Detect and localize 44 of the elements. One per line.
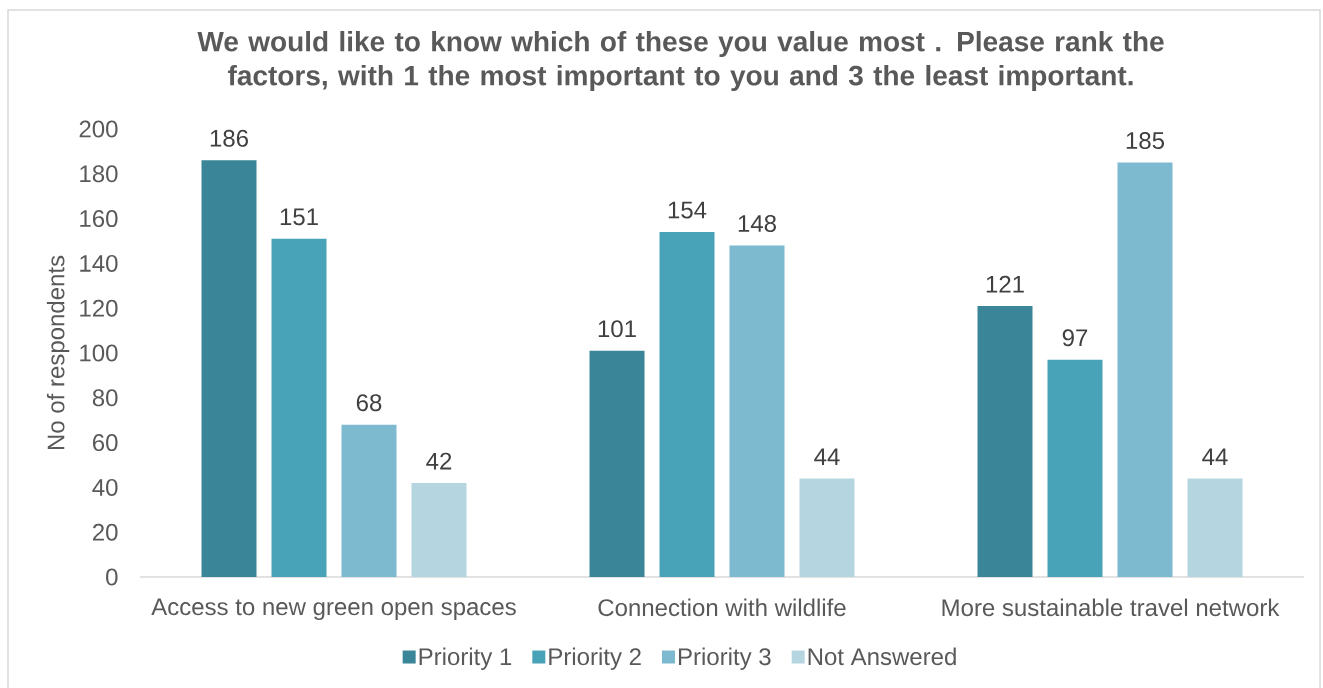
bar (411, 482, 467, 577)
data-label: 148 (738, 214, 776, 232)
legend-label: Priority 3 (678, 647, 771, 670)
data-label: 151 (280, 208, 318, 226)
data-label: 101 (598, 320, 636, 338)
data-label: 44 (1202, 448, 1228, 465)
y-axis-title: No of respondents (46, 255, 70, 450)
bar (1117, 162, 1173, 577)
x-tick-label: Connection with wildlife (598, 598, 846, 617)
bar (341, 424, 397, 577)
data-label: 42 (426, 452, 452, 470)
data-label: 121 (986, 275, 1024, 293)
x-tick-label: More sustainable travel network (942, 598, 1280, 617)
bar (977, 305, 1033, 577)
legend-label: Priority 1 (419, 647, 512, 670)
data-label: 186 (210, 129, 248, 147)
y-tick-label: 20 (92, 523, 118, 541)
legend-label: Not Answered (808, 647, 956, 666)
y-tick-label: 140 (80, 254, 118, 272)
y-tick-label: 180 (80, 165, 118, 183)
bar (799, 478, 855, 577)
y-tick-label: 160 (80, 210, 118, 228)
bar (1187, 478, 1243, 577)
y-tick-label: 0 (106, 568, 118, 586)
bar (1047, 359, 1103, 577)
bar (589, 350, 645, 577)
bar (201, 160, 257, 577)
y-tick-label: 80 (92, 389, 118, 407)
data-label: 154 (668, 201, 707, 219)
chart-title: We would like to know which of these you value most . Please rank the factors, with 1 the most important to you and 3 the least important. (197, 30, 1164, 92)
bar (659, 232, 715, 577)
legend-label: Priority 2 (549, 647, 641, 670)
bar (271, 238, 327, 577)
data-label: 44 (814, 448, 840, 465)
x-tick-label: Access to new green open spaces (151, 598, 516, 621)
bar (729, 245, 785, 577)
y-tick-label: 200 (79, 120, 118, 138)
y-tick-label: 100 (80, 344, 118, 362)
data-label: 68 (356, 394, 382, 412)
data-label: 97 (1062, 329, 1088, 347)
data-label: 185 (1126, 132, 1165, 150)
y-tick-label: 60 (93, 434, 118, 452)
y-tick-label: 40 (92, 478, 118, 496)
y-tick-label: 120 (80, 299, 118, 317)
